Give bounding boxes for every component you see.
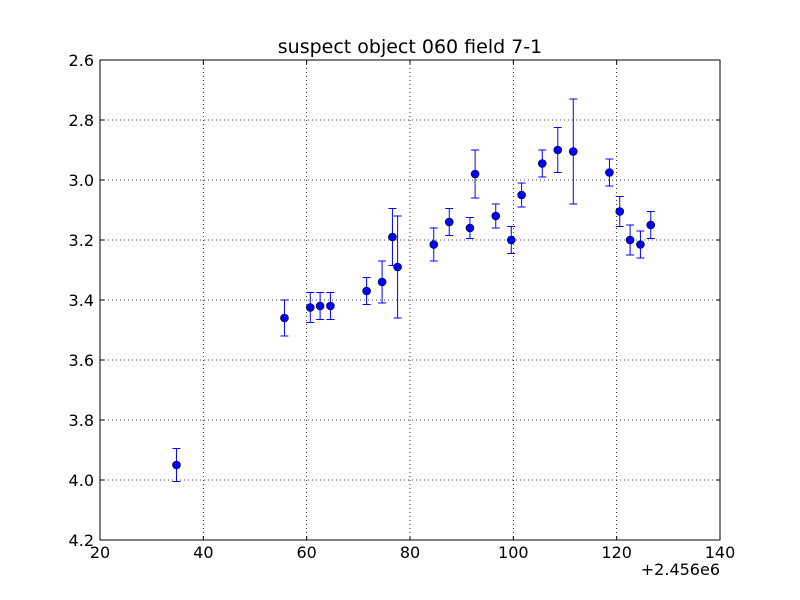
y-tick-label: 2.8 — [69, 111, 94, 130]
plot-frame — [99, 59, 721, 541]
y-tick-label: 2.6 — [69, 51, 94, 70]
data-point — [315, 301, 325, 311]
data-point — [362, 286, 371, 296]
y-tick-label: 3.2 — [69, 231, 94, 250]
data-point — [377, 277, 387, 287]
data-point — [537, 159, 547, 168]
x-tick-label: 80 — [400, 543, 420, 562]
chart-title: suspect object 060 field 7-1 — [278, 36, 543, 58]
data-point — [605, 168, 614, 177]
data-point — [393, 262, 402, 272]
data-point — [568, 147, 578, 156]
y-tick-label: 3.0 — [69, 171, 94, 190]
data-point — [636, 240, 645, 249]
data-point — [280, 313, 289, 323]
data-point — [470, 169, 480, 179]
y-tick-label: 3.4 — [69, 291, 94, 310]
data-point — [615, 207, 625, 216]
tick-labels: 20 40 60 80 100 120 140 2.6 2.8 3.0 3.2 3.4 3.6 3.8 4.… — [69, 51, 736, 562]
data-point — [625, 235, 635, 245]
x-tick-label: 100 — [498, 543, 529, 562]
data-point — [517, 190, 526, 200]
data-point — [172, 460, 181, 470]
data-point — [491, 211, 501, 221]
y-tick-label: 3.8 — [69, 411, 94, 430]
data-point — [553, 145, 563, 155]
data-point — [506, 235, 516, 245]
x-tick-label: 120 — [601, 543, 632, 562]
y-tick-label: 4.2 — [69, 531, 94, 550]
x-tick-label: 20 — [90, 543, 110, 562]
data-point — [388, 232, 397, 242]
data-point — [465, 223, 475, 233]
grid — [100, 60, 720, 540]
data-point — [305, 303, 315, 312]
x-tick-label: 60 — [296, 543, 316, 562]
y-tick-label: 4.0 — [69, 471, 94, 490]
x-tick-label: 40 — [193, 543, 213, 562]
data-point — [326, 301, 335, 311]
data-point — [444, 217, 454, 227]
x-tick-label: 140 — [705, 543, 736, 562]
x-offset-label: +2.456e6 — [641, 560, 720, 579]
data-point — [646, 220, 656, 230]
y-tick-label: 3.6 — [69, 351, 94, 370]
data-point — [429, 240, 439, 249]
data-series — [172, 98, 656, 482]
